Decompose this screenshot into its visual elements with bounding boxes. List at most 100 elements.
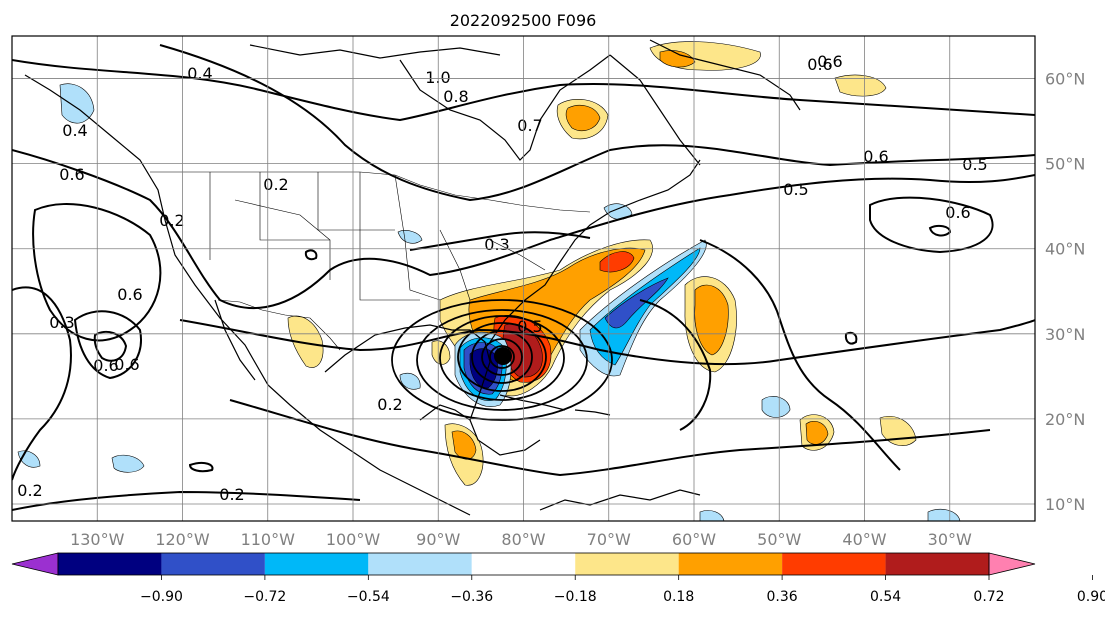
contour-11 <box>869 196 994 254</box>
storm-contours <box>391 299 613 421</box>
contour-label: 0.2 <box>17 481 42 500</box>
contour-label: 0.7 <box>517 116 542 135</box>
coast-pacific-na <box>24 74 471 516</box>
contour-label: 0.2 <box>219 485 244 504</box>
coast-labrador <box>609 54 701 166</box>
storm-ring-1 <box>391 299 613 421</box>
colorbar-tick-label: −0.36 <box>450 589 493 605</box>
colorbar-segment <box>161 553 265 575</box>
lon-tick-label: 70°W <box>587 530 631 549</box>
storm-ring-7 <box>489 345 515 369</box>
shade-orange-labrador <box>565 105 601 131</box>
map-frame <box>11 35 1036 522</box>
colorbar-extend-high <box>988 552 1036 576</box>
colorbar-segment <box>58 553 162 575</box>
lon-tick-label: 50°W <box>757 530 801 549</box>
colorbar-tick-label: −0.54 <box>347 589 390 605</box>
colorbar-outline <box>57 552 990 576</box>
shade-orange-mid-atlantic <box>805 421 829 445</box>
lon-tick-label: 40°W <box>842 530 886 549</box>
storm-ring-3 <box>439 315 565 401</box>
contour-label: 0.8 <box>443 87 468 106</box>
contour-14 <box>639 299 712 431</box>
contour-6 <box>93 330 128 362</box>
contour-label: 0.4 <box>62 121 87 140</box>
lat-tick-label: 20°N <box>1045 410 1085 429</box>
shade-negative-mexico-pacific <box>111 454 145 473</box>
coast-greenland <box>649 39 801 111</box>
coast-baja <box>214 299 256 381</box>
coast-yucatan <box>419 404 471 421</box>
contour-label: 0.6 <box>93 356 118 375</box>
contour-label: 0.5 <box>783 180 808 199</box>
coast-hudson <box>399 54 611 161</box>
contour-label: 0.6 <box>945 203 970 222</box>
lat-tick-label: 30°N <box>1045 325 1085 344</box>
plot-title: 2022092500 F096 <box>450 11 597 30</box>
colorbar-segment <box>575 553 679 575</box>
contour-10 <box>12 490 361 511</box>
contour-label: 0.2 <box>159 211 184 230</box>
shade-negative-maritimes <box>603 203 633 220</box>
colorbar-tick-label: 0.90 <box>1077 589 1105 605</box>
coast-hispaniola <box>574 409 611 416</box>
contour-label: 0.6 <box>817 52 842 71</box>
colorbar-segment <box>782 553 886 575</box>
lat-tick-label: 50°N <box>1045 155 1085 174</box>
contour-label: 0.6 <box>863 147 888 166</box>
gridlines <box>12 36 1035 521</box>
colorbar-extend-low <box>11 552 59 576</box>
colorbar-segment <box>885 553 989 575</box>
colorbar-tick-label: 0.18 <box>663 589 694 605</box>
contour-label: 0.5 <box>962 155 987 174</box>
contour-label: 0.2 <box>263 175 288 194</box>
contour-7 <box>12 286 72 481</box>
storm-ring-2 <box>416 309 588 411</box>
border-state-line-7 <box>489 239 546 271</box>
contour-17 <box>304 249 318 261</box>
shade-orange-greenland <box>659 50 696 68</box>
contour-label: 0.5 <box>517 317 542 336</box>
colorbar <box>11 552 1036 576</box>
latitude-tick-labels: 60°N 50°N 40°N 30°N 20°N 10°N <box>1045 70 1085 514</box>
shade-positive-north-atlantic <box>834 74 887 97</box>
colorbar-tick-label: 0.36 <box>767 589 798 605</box>
contour-3 <box>12 149 1035 309</box>
colorbar-tick-label: 0.54 <box>870 589 901 605</box>
storm-center-marker <box>494 347 512 365</box>
shade-orange-atlantic-60w <box>694 284 729 356</box>
colorbar-segment <box>678 553 783 575</box>
shade-negative-pacific-nw <box>59 83 95 124</box>
lon-tick-label: 110°W <box>241 530 296 549</box>
contour-9 <box>229 399 991 477</box>
shade-negative-atlantic-east <box>761 396 791 418</box>
colorbar-segment <box>368 553 472 575</box>
coastlines <box>24 39 801 516</box>
map-panel: 0.4 1.0 0.8 0.7 0.6 0.6 0.5 0.5 0.6 0.2 … <box>12 36 1035 521</box>
contour-label: 0.6 <box>117 285 142 304</box>
lon-tick-label: 100°W <box>326 530 381 549</box>
coast-gulf <box>324 324 541 456</box>
contour-lines <box>12 44 1035 511</box>
contour-label: 0.3 <box>49 313 74 332</box>
contour-1 <box>12 59 1035 122</box>
border-state-line-8 <box>234 199 331 241</box>
colorbar-tick-labels: −0.90 −0.72 −0.54 −0.36 −0.18 0.18 0.36 0.54 0.7… <box>140 575 1105 605</box>
coast-south-america <box>539 489 701 511</box>
contour-2 <box>159 44 1035 202</box>
contour-5 <box>73 310 142 380</box>
contour-8 <box>179 319 1035 366</box>
border-us-mexico <box>217 299 341 351</box>
shade-positive-mexico <box>287 315 324 368</box>
storm-ring-5 <box>471 330 533 384</box>
shade-negative-caribbean-east <box>399 372 421 390</box>
shade-negative-atlantic-core <box>604 277 669 329</box>
border-us-canada <box>150 171 591 213</box>
shade-negative-atlantic-se <box>927 509 961 521</box>
contour-label: 0.2 <box>377 395 402 414</box>
lon-tick-label: 90°W <box>416 530 460 549</box>
contour-13 <box>699 239 901 471</box>
lat-tick-label: 60°N <box>1045 70 1085 89</box>
lon-tick-label: 80°W <box>501 530 545 549</box>
